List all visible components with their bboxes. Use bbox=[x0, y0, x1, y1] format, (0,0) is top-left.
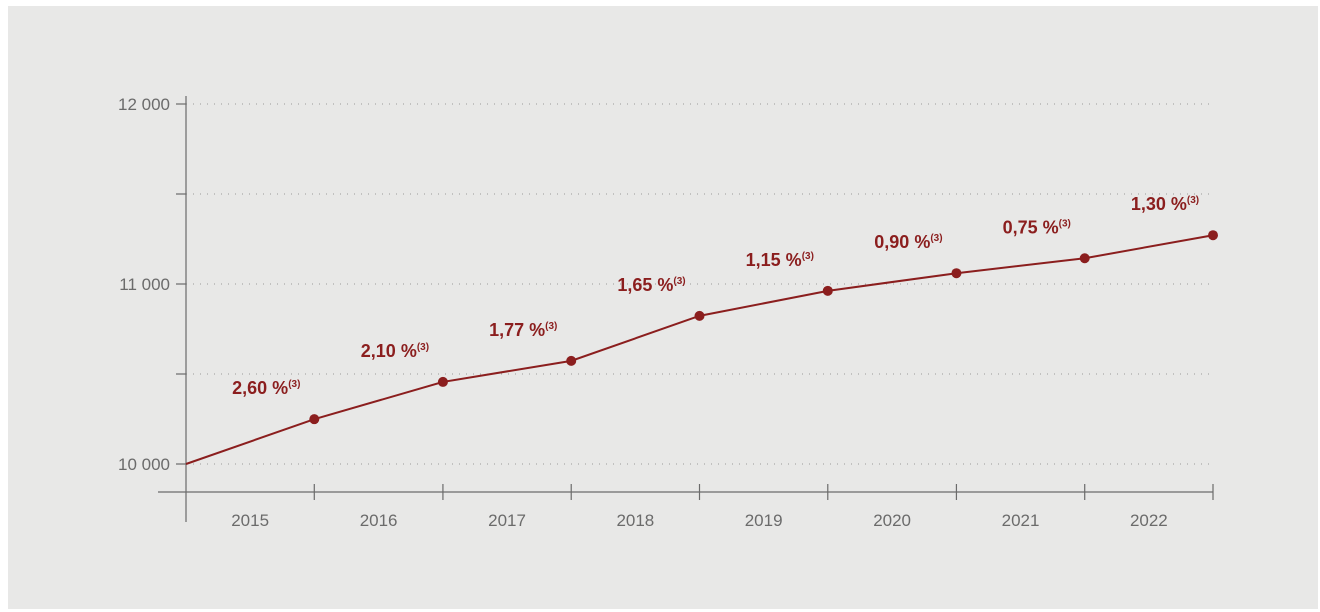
line-chart: 10 000 11 000 12 000 2015 2016 2017 2018 2019 20… bbox=[118, 95, 1218, 530]
data-label: 1,77 %(3) bbox=[489, 320, 557, 340]
data-point bbox=[694, 310, 705, 321]
data-point bbox=[309, 414, 320, 425]
data-point bbox=[1208, 230, 1218, 241]
series-line-group bbox=[185, 230, 1218, 465]
x-tick-label: 2020 bbox=[873, 511, 911, 530]
data-label: 0,90 %(3) bbox=[874, 232, 942, 252]
chart-panel: 10 000 11 000 12 000 2015 2016 2017 2018 2019 20… bbox=[8, 6, 1318, 609]
x-tick-label: 2018 bbox=[616, 511, 654, 530]
series-line bbox=[185, 234, 1214, 465]
x-tick-label: 2016 bbox=[360, 511, 398, 530]
x-tick-label: 2021 bbox=[1002, 511, 1040, 530]
y-tick-label: 12 000 bbox=[118, 95, 170, 114]
data-point bbox=[951, 268, 962, 279]
data-label: 2,10 %(3) bbox=[361, 341, 429, 361]
data-label: 1,15 %(3) bbox=[746, 250, 814, 270]
data-label: 0,75 %(3) bbox=[1003, 217, 1071, 237]
data-label: 1,30 %(3) bbox=[1131, 194, 1199, 214]
data-label: 1,65 %(3) bbox=[617, 275, 685, 295]
x-tick-label: 2022 bbox=[1130, 511, 1168, 530]
y-tick-label: 11 000 bbox=[119, 275, 170, 294]
data-label: 2,60 %(3) bbox=[232, 378, 300, 398]
data-labels: 2,60 %(3) 2,10 %(3) 1,77 %(3) 1,65 %(3) 1,15… bbox=[232, 194, 1199, 398]
x-tick-label: 2017 bbox=[488, 511, 526, 530]
data-point bbox=[822, 285, 833, 296]
data-point bbox=[437, 376, 448, 387]
data-point bbox=[566, 355, 577, 366]
data-point bbox=[1079, 253, 1090, 264]
gridlines bbox=[186, 103, 1213, 465]
y-tick-label: 10 000 bbox=[118, 455, 170, 474]
x-tick-label: 2015 bbox=[231, 511, 269, 530]
axes: 10 000 11 000 12 000 2015 2016 2017 2018 2019 20… bbox=[118, 95, 1214, 530]
x-tick-label: 2019 bbox=[745, 511, 783, 530]
